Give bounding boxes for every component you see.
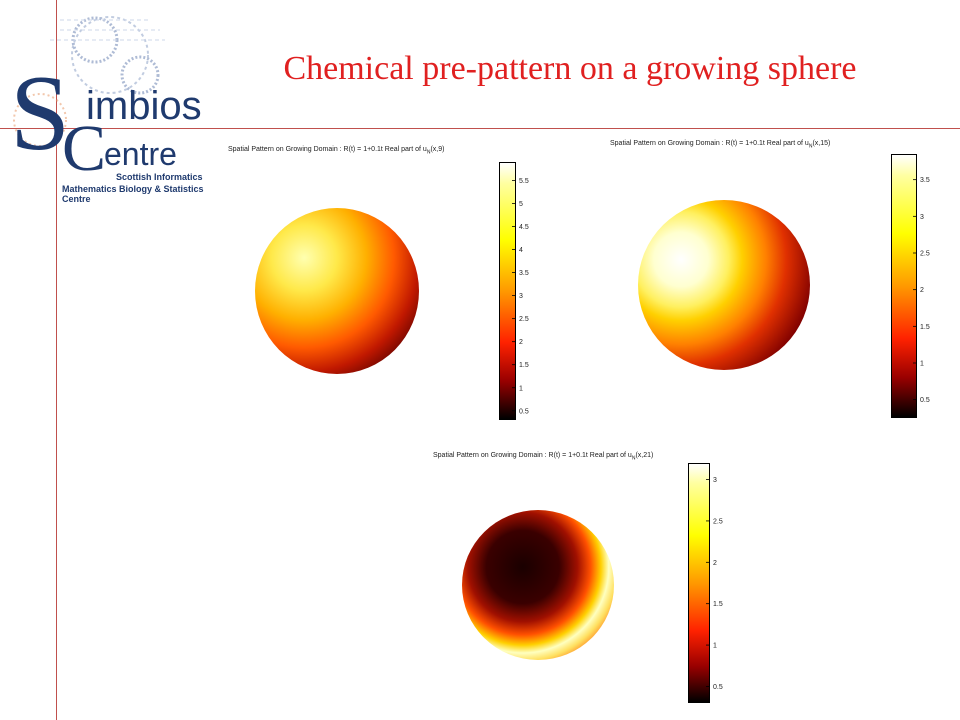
colorbar-tick-label: 2.5 (519, 316, 529, 323)
figure-1-title-prefix: Spatial Pattern on Growing Domain : R(t)… (228, 146, 427, 153)
colorbar-tick-label: 3 (920, 214, 924, 221)
simbios-logo: S imbios C entre Scottish Informatics Ma… (0, 0, 230, 215)
figure-2-colorbar-ticks: 3.5 3 2.5 2 1.5 1 0.5 (913, 177, 930, 404)
colorbar-tick-label: 1.5 (519, 362, 529, 369)
figure-3-colorbar (688, 463, 710, 703)
colorbar-tick-label: 1.5 (713, 601, 723, 608)
figure-3-colorbar-ticks: 3 2.5 2 1.5 1 0.5 (706, 477, 723, 691)
logo-tagline-2: Mathematics Biology & Statistics Centre (62, 184, 204, 204)
figure-2-title-sub: N (808, 143, 813, 150)
figure-1-colorbar-ticks: 5.5 5 4.5 4 3.5 3 2.5 2 1.5 1 0.5 (512, 178, 529, 415)
colorbar-tick-label: 5 (519, 201, 523, 208)
slide-title: Chemical pre-pattern on a growing sphere (283, 50, 857, 87)
figure-1-title: Spatial Pattern on Growing Domain : R(t)… (228, 146, 444, 155)
logo-graphic (13, 16, 165, 147)
colorbar-tick-label: 5.5 (519, 178, 529, 185)
figure-1-title-suffix: (x,9) (430, 146, 445, 153)
figure-2-sphere (638, 200, 810, 370)
logo-word-entre: entre (104, 136, 177, 172)
colorbar-tick-label: 4.5 (519, 224, 529, 231)
figure-2-title-suffix: (x,15) (812, 140, 831, 147)
horizontal-rule (0, 128, 960, 129)
colorbar-tick-label: 3.5 (920, 177, 930, 184)
colorbar-tick-label: 3.5 (519, 270, 529, 277)
figure-1-title-sub: N (426, 149, 431, 156)
figure-2-colorbar (891, 154, 917, 418)
colorbar-tick-label: 3 (519, 293, 523, 300)
figure-2-title-prefix: Spatial Pattern on Growing Domain : R(t)… (610, 140, 809, 147)
colorbar-tick-label: 1 (920, 361, 924, 368)
colorbar-tick-label: 2 (519, 339, 523, 346)
figure-3-title-sub: N (631, 455, 636, 462)
colorbar-tick-label: 4 (519, 247, 523, 254)
colorbar-tick-label: 0.5 (920, 397, 930, 404)
figure-3-title: Spatial Pattern on Growing Domain : R(t)… (433, 452, 653, 461)
colorbar-tick-label: 2.5 (920, 251, 930, 258)
colorbar-tick-label: 0.5 (519, 408, 529, 415)
figure-1-colorbar (499, 162, 516, 420)
figure-2-title: Spatial Pattern on Growing Domain : R(t)… (610, 140, 830, 149)
figure-1-sphere (255, 208, 419, 374)
figure-3-sphere (462, 510, 614, 660)
figure-3-title-prefix: Spatial Pattern on Growing Domain : R(t)… (433, 452, 632, 459)
logo-letter-s: S (10, 54, 71, 173)
vertical-rule (56, 0, 57, 720)
figure-3-title-suffix: (x,21) (635, 452, 654, 459)
logo-word-imbios: imbios (86, 84, 202, 128)
logo-letter-c: C (62, 112, 107, 185)
colorbar-tick-label: 3 (713, 477, 717, 484)
colorbar-tick-label: 2.5 (713, 518, 723, 525)
colorbar-tick-label: 1 (519, 385, 523, 392)
colorbar-tick-label: 0.5 (713, 684, 723, 691)
colorbar-tick-label: 2 (920, 287, 924, 294)
colorbar-tick-label: 1.5 (920, 324, 930, 331)
colorbar-tick-label: 1 (713, 643, 717, 650)
logo-tagline-1: Scottish Informatics (116, 172, 203, 182)
colorbar-tick-label: 2 (713, 560, 717, 567)
